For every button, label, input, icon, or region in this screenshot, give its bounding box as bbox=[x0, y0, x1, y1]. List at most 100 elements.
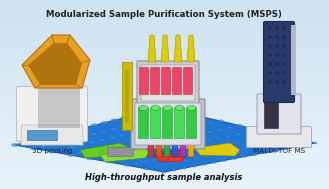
Ellipse shape bbox=[148, 136, 154, 138]
Circle shape bbox=[268, 44, 272, 48]
Ellipse shape bbox=[129, 132, 135, 134]
Ellipse shape bbox=[265, 135, 269, 137]
Ellipse shape bbox=[242, 156, 246, 158]
Ellipse shape bbox=[153, 166, 158, 168]
Ellipse shape bbox=[31, 139, 38, 142]
FancyBboxPatch shape bbox=[174, 108, 185, 139]
Ellipse shape bbox=[71, 129, 78, 132]
Ellipse shape bbox=[204, 156, 208, 158]
Polygon shape bbox=[155, 150, 185, 162]
Ellipse shape bbox=[40, 145, 47, 147]
FancyBboxPatch shape bbox=[246, 126, 312, 147]
Ellipse shape bbox=[90, 132, 97, 135]
Ellipse shape bbox=[222, 159, 226, 161]
Ellipse shape bbox=[172, 169, 176, 171]
Polygon shape bbox=[148, 35, 156, 62]
Ellipse shape bbox=[237, 124, 242, 127]
Ellipse shape bbox=[283, 148, 287, 150]
Ellipse shape bbox=[110, 128, 116, 131]
Ellipse shape bbox=[50, 142, 57, 145]
FancyBboxPatch shape bbox=[150, 67, 160, 94]
FancyBboxPatch shape bbox=[172, 67, 182, 94]
Ellipse shape bbox=[144, 160, 149, 162]
Ellipse shape bbox=[186, 144, 191, 146]
Bar bbox=[188, 143, 194, 157]
Ellipse shape bbox=[313, 142, 317, 144]
Ellipse shape bbox=[164, 156, 169, 158]
Ellipse shape bbox=[284, 139, 288, 142]
Bar bbox=[148, 143, 154, 157]
Ellipse shape bbox=[235, 141, 240, 144]
Polygon shape bbox=[174, 35, 182, 62]
Ellipse shape bbox=[155, 158, 159, 160]
Ellipse shape bbox=[136, 154, 141, 157]
Ellipse shape bbox=[206, 139, 211, 142]
Ellipse shape bbox=[107, 153, 112, 155]
Ellipse shape bbox=[162, 171, 166, 173]
Circle shape bbox=[275, 35, 279, 39]
Ellipse shape bbox=[143, 168, 148, 170]
Ellipse shape bbox=[263, 152, 267, 154]
Ellipse shape bbox=[61, 131, 68, 134]
Bar bbox=[27, 130, 57, 140]
Circle shape bbox=[282, 44, 286, 48]
Ellipse shape bbox=[207, 131, 212, 133]
Ellipse shape bbox=[51, 134, 58, 137]
Ellipse shape bbox=[168, 131, 174, 134]
Ellipse shape bbox=[151, 105, 160, 111]
Ellipse shape bbox=[140, 112, 148, 114]
Ellipse shape bbox=[226, 135, 231, 137]
Bar bbox=[38, 88, 80, 128]
Ellipse shape bbox=[183, 160, 188, 162]
Ellipse shape bbox=[158, 133, 164, 136]
Ellipse shape bbox=[253, 154, 257, 156]
Circle shape bbox=[268, 26, 272, 30]
Ellipse shape bbox=[137, 146, 142, 149]
Ellipse shape bbox=[175, 105, 184, 111]
Ellipse shape bbox=[273, 150, 277, 152]
Ellipse shape bbox=[41, 136, 48, 139]
Ellipse shape bbox=[227, 126, 232, 129]
Ellipse shape bbox=[254, 146, 258, 148]
Ellipse shape bbox=[188, 127, 193, 129]
Ellipse shape bbox=[187, 135, 192, 138]
Ellipse shape bbox=[256, 129, 261, 131]
Ellipse shape bbox=[12, 143, 18, 146]
Ellipse shape bbox=[163, 105, 172, 111]
Ellipse shape bbox=[59, 148, 65, 151]
Text: MALDI-TOF MS: MALDI-TOF MS bbox=[253, 148, 305, 154]
Ellipse shape bbox=[218, 120, 224, 122]
FancyBboxPatch shape bbox=[135, 103, 201, 145]
Ellipse shape bbox=[293, 146, 297, 148]
Ellipse shape bbox=[109, 136, 115, 139]
Ellipse shape bbox=[193, 158, 198, 160]
Polygon shape bbox=[195, 143, 240, 156]
Ellipse shape bbox=[80, 135, 87, 138]
Circle shape bbox=[275, 53, 279, 57]
FancyBboxPatch shape bbox=[264, 22, 294, 102]
Circle shape bbox=[275, 26, 279, 30]
FancyBboxPatch shape bbox=[257, 94, 301, 134]
Ellipse shape bbox=[274, 142, 278, 144]
Text: 3D printing: 3D printing bbox=[32, 148, 72, 154]
FancyBboxPatch shape bbox=[139, 108, 148, 139]
Ellipse shape bbox=[89, 141, 95, 144]
Polygon shape bbox=[187, 35, 195, 62]
Polygon shape bbox=[15, 108, 315, 172]
Bar bbox=[125, 70, 129, 122]
Ellipse shape bbox=[115, 159, 121, 161]
Circle shape bbox=[282, 71, 286, 75]
Ellipse shape bbox=[81, 126, 88, 129]
Ellipse shape bbox=[100, 130, 107, 133]
Ellipse shape bbox=[173, 162, 178, 164]
FancyBboxPatch shape bbox=[163, 108, 172, 139]
Ellipse shape bbox=[151, 109, 158, 112]
Ellipse shape bbox=[147, 144, 152, 146]
Ellipse shape bbox=[78, 152, 84, 154]
Ellipse shape bbox=[88, 149, 94, 152]
Ellipse shape bbox=[135, 162, 139, 164]
FancyBboxPatch shape bbox=[137, 61, 199, 105]
Circle shape bbox=[282, 53, 286, 57]
Ellipse shape bbox=[169, 122, 175, 125]
Bar bbox=[291, 25, 296, 95]
